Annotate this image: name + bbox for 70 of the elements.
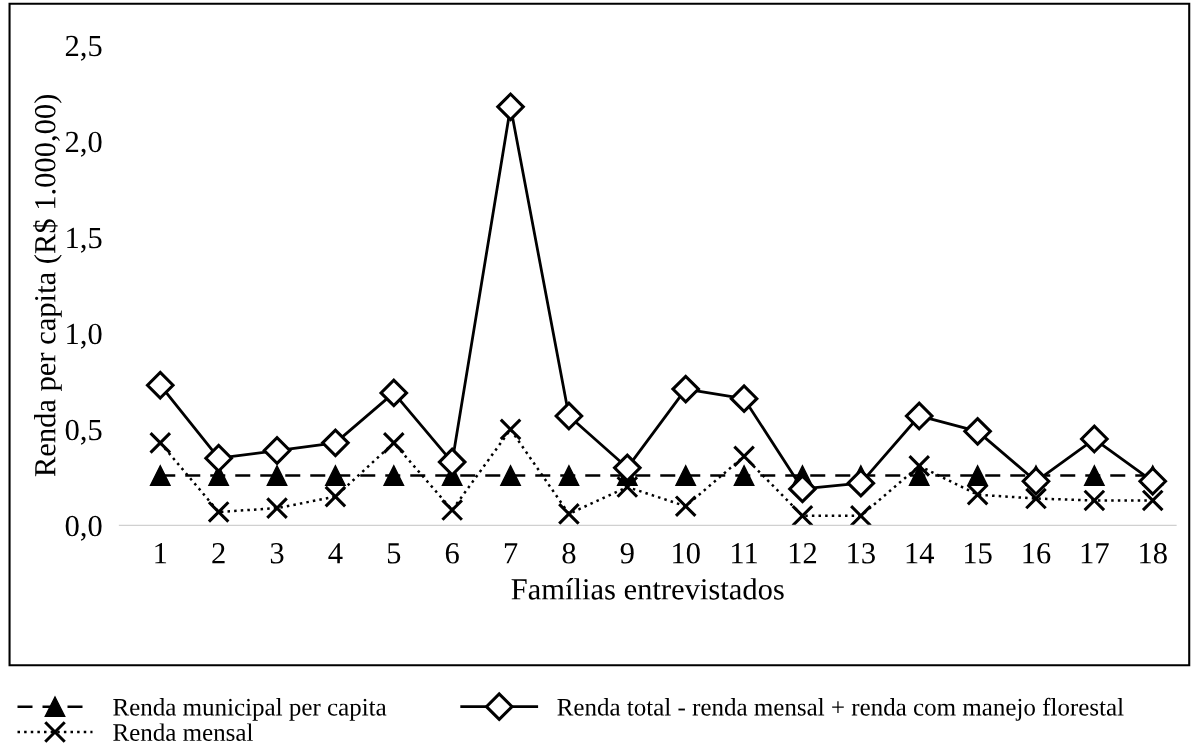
point — [1080, 424, 1109, 454]
x-tick-label: 4 — [328, 543, 343, 564]
x-tick-label: 11 — [732, 543, 757, 564]
point — [674, 494, 697, 518]
point — [265, 496, 289, 520]
point — [500, 465, 521, 486]
point — [558, 465, 580, 486]
x-tick-label: 9 — [620, 543, 634, 564]
point — [324, 465, 346, 486]
point — [1138, 466, 1168, 496]
x-tick-label: 13 — [848, 543, 875, 564]
point — [321, 428, 350, 458]
point — [733, 465, 755, 486]
point — [732, 445, 756, 468]
point — [204, 443, 233, 473]
point — [557, 502, 581, 526]
point — [149, 465, 171, 486]
x-tick-label: 6 — [445, 543, 459, 564]
point — [324, 485, 347, 508]
x-tick-label: 16 — [1023, 543, 1051, 564]
point — [145, 370, 175, 400]
point — [379, 378, 409, 408]
x-tick-label: 5 — [387, 543, 401, 564]
y-axis-title: Renda per capita (R$ 1.000,00) — [33, 94, 62, 477]
y-tick-label: 0,0 — [65, 515, 102, 541]
x-tick-label: 1 — [155, 543, 167, 564]
point — [262, 436, 292, 465]
point — [908, 465, 930, 486]
point — [554, 401, 584, 431]
point — [963, 417, 992, 446]
y-tick-label: 1,0 — [67, 323, 102, 349]
legend-label: Renda municipal per capita — [113, 698, 387, 721]
point — [967, 465, 989, 486]
point — [440, 498, 464, 522]
legend-label: Renda mensal — [113, 723, 253, 741]
x-tick-label: 14 — [906, 543, 935, 564]
point — [1083, 465, 1105, 486]
point — [496, 92, 525, 122]
y-tick-label: 0,5 — [65, 419, 102, 445]
point — [1021, 466, 1051, 496]
x-tick-label: 10 — [673, 542, 700, 564]
x-tick-label: 15 — [965, 543, 992, 564]
point — [383, 465, 405, 486]
x-tick-label: 17 — [1081, 543, 1109, 564]
point — [846, 468, 876, 498]
point — [904, 401, 934, 431]
y-tick-label: 2,5 — [65, 35, 102, 61]
point — [266, 465, 288, 486]
point — [671, 374, 700, 404]
point — [499, 418, 522, 441]
x-tick-label: 8 — [562, 542, 576, 564]
y-tick-label: 2,0 — [65, 131, 102, 157]
point — [149, 431, 172, 455]
point — [849, 504, 873, 526]
x-tick-label: 2 — [212, 543, 225, 564]
point — [966, 483, 989, 506]
x-tick-label: 3 — [270, 543, 284, 564]
point — [207, 500, 230, 524]
x-tick-label: 7 — [504, 543, 518, 564]
x-axis-title: Famílias entrevistados — [511, 578, 784, 600]
point — [791, 504, 814, 526]
point — [382, 431, 406, 455]
point — [1083, 489, 1106, 512]
point — [907, 454, 931, 478]
y-tick-label: 1,5 — [67, 227, 102, 253]
x-tick-label: 18 — [1140, 542, 1167, 564]
point — [675, 465, 697, 486]
legend-label: Renda total - renda mensal + renda com manejo florestal — [557, 697, 1124, 721]
x-tick-label: 12 — [789, 543, 817, 564]
point — [729, 384, 759, 413]
